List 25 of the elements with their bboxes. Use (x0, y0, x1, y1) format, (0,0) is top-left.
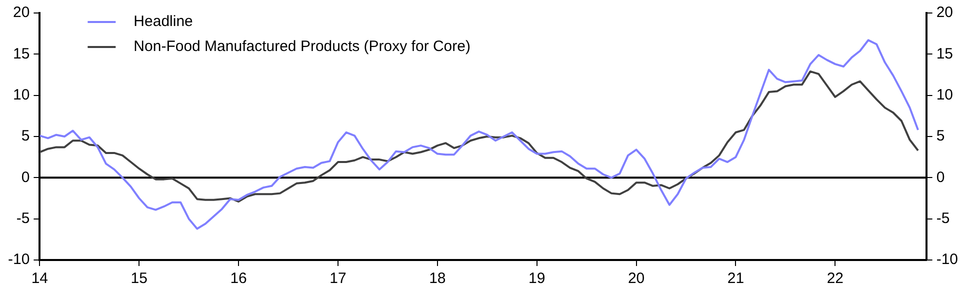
legend-label: Headline (134, 13, 193, 30)
x-tick-label: 15 (130, 270, 148, 288)
x-tick-label: 21 (727, 270, 744, 288)
x-tick-label: 16 (230, 270, 247, 288)
x-tick-label: 18 (429, 270, 446, 288)
x-tick-label: 17 (330, 270, 346, 288)
y2-tick-label: 0 (936, 168, 945, 186)
y-tick-label: 10 (12, 86, 30, 104)
x-tick-label: 20 (628, 270, 645, 288)
y-tick-label: 20 (12, 4, 30, 22)
y-tick-label: -5 (16, 210, 30, 227)
y-tick-label: 0 (21, 168, 30, 186)
y2-tick-label: -5 (936, 210, 950, 227)
y2-tick-label: -10 (936, 251, 958, 268)
y-tick-label: 15 (12, 45, 30, 62)
y2-tick-label: 5 (936, 128, 945, 145)
x-tick-label: 19 (528, 270, 546, 288)
y-tick-label: 5 (21, 128, 30, 145)
y2-tick-label: 15 (936, 45, 954, 62)
x-tick-label: 22 (826, 270, 844, 288)
y-tick-label: -10 (8, 251, 30, 268)
y2-tick-label: 10 (936, 86, 954, 104)
y2-tick-label: 20 (936, 4, 954, 22)
legend-label: Non-Food Manufactured Products (Proxy for Core) (134, 38, 470, 56)
x-tick-label: 14 (31, 270, 48, 288)
